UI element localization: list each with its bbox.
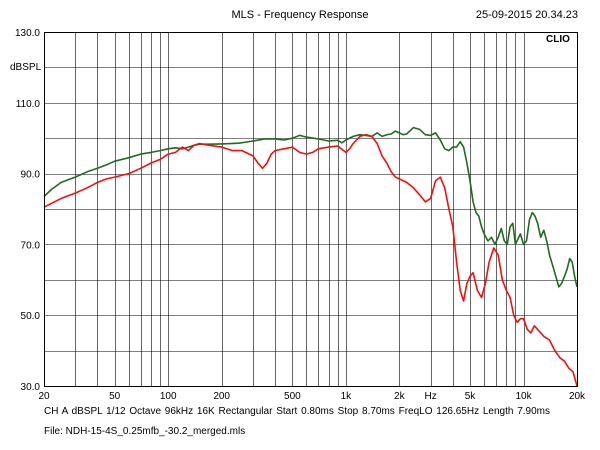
y-axis-label: dBSPL	[10, 62, 42, 73]
y-tick-labels: 130.0 110.0 90.0 70.0 50.0 30.0	[15, 28, 40, 393]
file-name: File: NDH-15-4S_0.25mfb_-30.2_merged.mls	[44, 426, 246, 437]
x-tick-label: 10k	[515, 391, 532, 402]
x-tick-label: 20k	[569, 391, 586, 402]
x-tick-label: 20	[38, 391, 50, 402]
plot-frame	[44, 32, 578, 387]
series-layer	[43, 126, 578, 387]
x-tick-label: 5k	[465, 391, 477, 402]
timestamp: 25-09-2015 20.34.23	[475, 9, 578, 21]
y-tick-label: 50.0	[21, 311, 41, 322]
x-tick-label: 2k	[394, 391, 406, 402]
y-tick-label: 90.0	[21, 170, 41, 181]
series-line-1	[43, 126, 578, 288]
chart-title: MLS - Frequency Response	[231, 9, 369, 21]
x-tick-label: Hz	[425, 391, 437, 402]
grid	[44, 32, 577, 386]
x-tick-labels: 20 50 100 200 500 1k 2k Hz 5k 10k 20k	[38, 391, 586, 402]
x-tick-label: 100	[160, 391, 177, 402]
x-tick-label: 1k	[341, 391, 353, 402]
y-tick-label: 70.0	[21, 240, 41, 251]
x-tick-label: 200	[213, 391, 230, 402]
measurement-info: CH A dBSPL 1/12 Octave 96kHz 16K Rectang…	[44, 406, 551, 417]
y-tick-label: 30.0	[21, 382, 41, 393]
brand-logo: CLIO	[546, 34, 570, 45]
x-tick-label: 50	[109, 391, 121, 402]
x-tick-label: 500	[284, 391, 301, 402]
y-tick-label: 110.0	[16, 99, 41, 110]
y-tick-label: 130.0	[15, 28, 40, 39]
series-line-2	[43, 133, 578, 387]
